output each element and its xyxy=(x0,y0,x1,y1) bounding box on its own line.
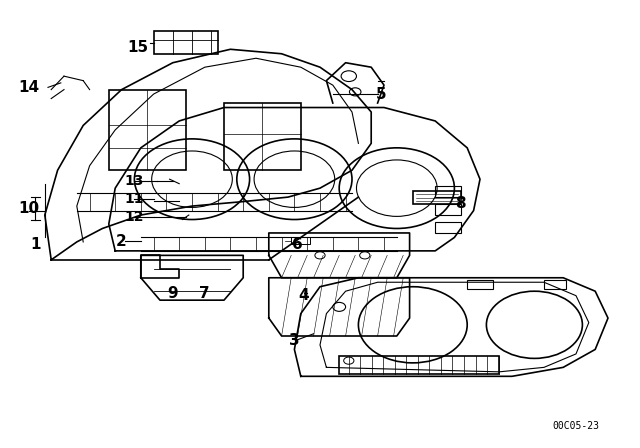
Text: 3: 3 xyxy=(289,333,300,348)
Bar xyxy=(109,90,186,170)
Text: 14: 14 xyxy=(18,80,40,95)
Bar xyxy=(413,191,461,204)
Text: 4: 4 xyxy=(299,288,309,303)
Bar xyxy=(339,356,499,374)
Text: 5: 5 xyxy=(376,86,386,102)
Text: 10: 10 xyxy=(18,201,40,216)
Bar xyxy=(435,186,461,197)
Text: 12: 12 xyxy=(125,210,144,224)
Bar xyxy=(224,103,301,170)
Text: 6: 6 xyxy=(292,237,303,252)
Text: 1: 1 xyxy=(30,237,40,252)
Text: 8: 8 xyxy=(456,196,466,211)
Bar xyxy=(435,204,461,215)
Text: 11: 11 xyxy=(125,192,144,207)
Bar xyxy=(154,31,218,54)
Text: 13: 13 xyxy=(125,174,144,189)
Bar xyxy=(544,280,566,289)
Bar xyxy=(467,280,493,289)
Text: 2: 2 xyxy=(116,234,127,250)
Bar xyxy=(435,222,461,233)
Text: 15: 15 xyxy=(127,39,148,55)
Text: 7: 7 xyxy=(200,286,210,301)
Text: 00C05-23: 00C05-23 xyxy=(552,421,600,431)
Bar xyxy=(291,237,310,244)
Text: 9: 9 xyxy=(168,286,178,301)
